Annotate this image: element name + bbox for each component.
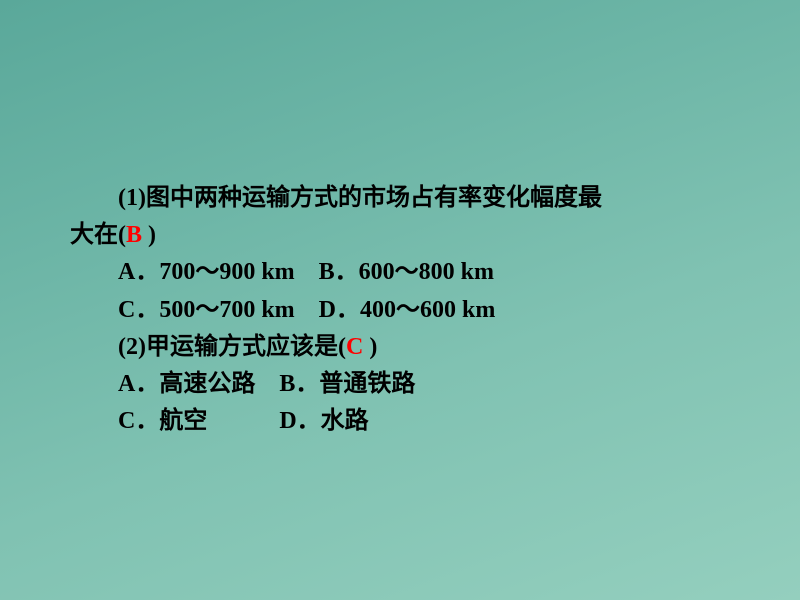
q1-option-c: C．500～700 km	[118, 297, 295, 323]
q1-answer: B	[126, 222, 142, 248]
q2-options-row1: A．高速公路 B．普通铁路	[70, 366, 730, 403]
q1-stem-pre: 大在(	[70, 222, 126, 248]
q2-stem-post: )	[363, 334, 377, 360]
q1-stem-line2: 大在(B )	[70, 217, 730, 254]
q1-option-d: D．400～600 km	[319, 297, 496, 323]
q1-stem-post: )	[142, 222, 156, 248]
q2-stem: (2)甲运输方式应该是(C )	[70, 329, 730, 366]
q1-options-row2: C．500～700 km D．400～600 km	[70, 292, 730, 329]
q1-option-b: B．600～800 km	[319, 259, 494, 285]
q2-option-d: D．水路	[279, 408, 368, 434]
q2-option-a: A．高速公路	[118, 371, 255, 397]
q2-option-c: C．航空	[118, 408, 207, 434]
q2-option-b: B．普通铁路	[279, 371, 415, 397]
q2-options-row2: C．航空 D．水路	[70, 403, 730, 440]
q2-stem-pre: (2)甲运输方式应该是(	[118, 334, 346, 360]
q2-answer: C	[346, 334, 363, 360]
q1-option-a: A．700～900 km	[118, 259, 295, 285]
q1-stem-line1: (1)图中两种运输方式的市场占有率变化幅度最	[70, 180, 730, 217]
question-block: (1)图中两种运输方式的市场占有率变化幅度最 大在(B ) A．700～900 …	[70, 180, 730, 440]
q1-options-row1: A．700～900 km B．600～800 km	[70, 254, 730, 291]
